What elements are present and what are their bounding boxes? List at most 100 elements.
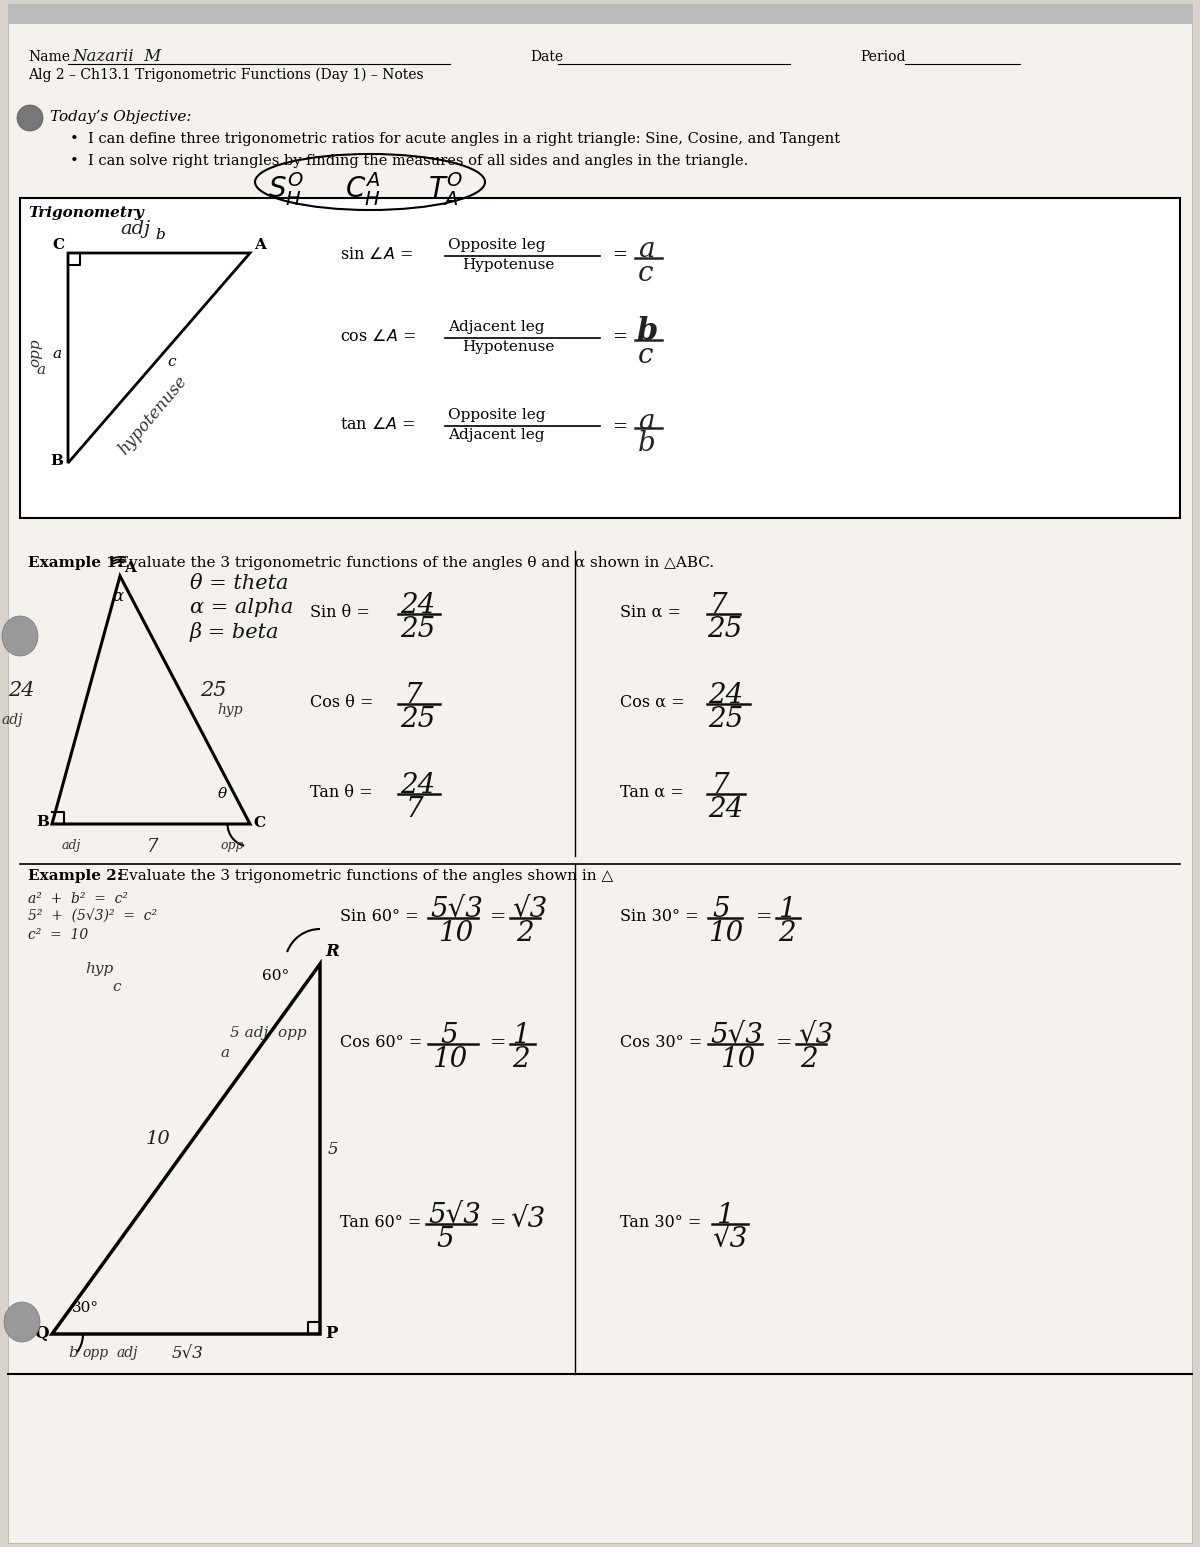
Text: b: b — [636, 316, 658, 347]
Text: Cos θ =: Cos θ = — [310, 695, 373, 712]
Text: 24: 24 — [400, 593, 436, 619]
Text: 24: 24 — [708, 797, 743, 823]
Text: c: c — [112, 979, 120, 995]
Text: 5√3: 5√3 — [428, 1202, 481, 1228]
Text: Cos 60° =: Cos 60° = — [340, 1033, 422, 1050]
Text: 5²  +  (5√3)²  =  c²: 5² + (5√3)² = c² — [28, 910, 157, 924]
Text: A: A — [254, 238, 266, 252]
Text: $\mathit{C}_{\mathit{H}}^{\mathit{A}}$: $\mathit{C}_{\mathit{H}}^{\mathit{A}}$ — [346, 170, 380, 207]
Text: opp: opp — [82, 1346, 108, 1360]
Text: R: R — [325, 944, 338, 961]
Text: 10: 10 — [720, 1046, 755, 1074]
Text: adj: adj — [2, 713, 23, 727]
Text: 2: 2 — [800, 1046, 817, 1074]
Text: Evaluate the 3 trigonometric functions of the angles shown in △: Evaluate the 3 trigonometric functions o… — [118, 869, 613, 883]
Text: =: = — [756, 908, 773, 927]
Text: Tan α =: Tan α = — [620, 784, 684, 801]
Text: Nazarii  M: Nazarii M — [72, 48, 161, 65]
Text: opp: opp — [28, 337, 42, 367]
Text: adj: adj — [62, 838, 82, 852]
Ellipse shape — [2, 616, 38, 656]
Text: θ = theta: θ = theta — [190, 574, 288, 593]
Text: =: = — [490, 1214, 506, 1231]
Text: C: C — [52, 238, 64, 252]
Text: 5√3: 5√3 — [430, 896, 482, 924]
Text: Tan 30° =: Tan 30° = — [620, 1214, 701, 1231]
Text: hypotenuse: hypotenuse — [115, 373, 191, 458]
Text: 5 adj  opp: 5 adj opp — [230, 1026, 307, 1040]
Text: =: = — [612, 418, 628, 436]
Text: √3: √3 — [510, 1207, 545, 1233]
Text: 25: 25 — [200, 681, 227, 699]
Text: 5: 5 — [440, 1023, 457, 1049]
Text: •  I can define three trigonometric ratios for acute angles in a right triangle:: • I can define three trigonometric ratio… — [70, 131, 840, 145]
Text: Hypotenuse: Hypotenuse — [462, 340, 554, 354]
Text: =: = — [490, 1033, 506, 1052]
Text: Sin α =: Sin α = — [620, 603, 682, 620]
Text: Example 1:: Example 1: — [28, 555, 122, 569]
Text: B: B — [36, 815, 49, 829]
Text: Today’s Objective:: Today’s Objective: — [50, 110, 192, 124]
Text: a: a — [638, 408, 654, 435]
Text: =: = — [490, 908, 506, 927]
Text: Evaluate the 3 trigonometric functions of the angles θ and α shown in △ABC.: Evaluate the 3 trigonometric functions o… — [118, 555, 714, 569]
Text: hyp: hyp — [217, 702, 242, 716]
Text: 5: 5 — [436, 1227, 454, 1253]
Text: 25: 25 — [400, 705, 436, 733]
Text: Example 2:: Example 2: — [28, 869, 122, 883]
Text: cos $\angle A$ =: cos $\angle A$ = — [340, 328, 416, 345]
Text: 10: 10 — [438, 920, 473, 947]
Text: =: = — [612, 328, 628, 347]
Text: 7: 7 — [406, 682, 422, 709]
Text: B: B — [50, 453, 64, 469]
Text: 1: 1 — [778, 896, 796, 924]
Text: 7: 7 — [406, 797, 424, 823]
Text: Cos α =: Cos α = — [620, 695, 685, 712]
Text: Opposite leg: Opposite leg — [448, 408, 546, 422]
Text: Date: Date — [530, 50, 563, 63]
Text: √3: √3 — [512, 896, 547, 924]
Text: c: c — [638, 342, 654, 370]
Text: 24: 24 — [400, 772, 436, 798]
Text: Sin 60° =: Sin 60° = — [340, 908, 419, 925]
Text: hyp: hyp — [85, 962, 113, 976]
Text: Sin θ =: Sin θ = — [310, 603, 370, 620]
Text: 1: 1 — [716, 1202, 733, 1228]
Text: 2: 2 — [516, 920, 534, 947]
Text: b: b — [638, 430, 655, 456]
Text: Trigonometry: Trigonometry — [28, 206, 144, 220]
Text: α = alpha: α = alpha — [190, 599, 293, 617]
Text: c: c — [167, 354, 175, 370]
Text: 5√3: 5√3 — [172, 1346, 204, 1363]
Text: tan $\angle A$ =: tan $\angle A$ = — [340, 416, 415, 433]
Text: 10: 10 — [708, 920, 743, 947]
Text: 10: 10 — [146, 1129, 170, 1148]
Text: =: = — [776, 1033, 792, 1052]
Ellipse shape — [4, 1303, 40, 1341]
Text: Adjacent leg: Adjacent leg — [448, 320, 545, 334]
Text: c²  =  10: c² = 10 — [28, 928, 89, 942]
Text: Sin 30° =: Sin 30° = — [620, 908, 698, 925]
Text: a: a — [52, 347, 61, 360]
Text: b: b — [155, 227, 164, 241]
Bar — [8, 5, 1192, 25]
Text: Hypotenuse: Hypotenuse — [462, 258, 554, 272]
Text: 10: 10 — [432, 1046, 467, 1074]
Text: opp: opp — [220, 838, 244, 852]
Text: 7: 7 — [712, 772, 730, 798]
Text: a²  +  b²  =  c²: a² + b² = c² — [28, 893, 128, 907]
Text: adj: adj — [120, 220, 150, 238]
Text: sin $\angle A$ =: sin $\angle A$ = — [340, 246, 413, 263]
Text: θ: θ — [218, 787, 227, 801]
Text: Opposite leg: Opposite leg — [448, 238, 546, 252]
Text: c: c — [638, 260, 654, 288]
Text: 25: 25 — [400, 616, 436, 644]
Text: •  I can solve right triangles by finding the measures of all sides and angles i: • I can solve right triangles by finding… — [70, 155, 749, 169]
Text: 60°: 60° — [262, 968, 289, 982]
Text: 5: 5 — [328, 1140, 338, 1157]
Text: Period: Period — [860, 50, 906, 63]
Text: a: a — [220, 1046, 229, 1060]
Text: 5: 5 — [712, 896, 730, 924]
Text: Cos 30° =: Cos 30° = — [620, 1033, 702, 1050]
Text: 2: 2 — [778, 920, 796, 947]
